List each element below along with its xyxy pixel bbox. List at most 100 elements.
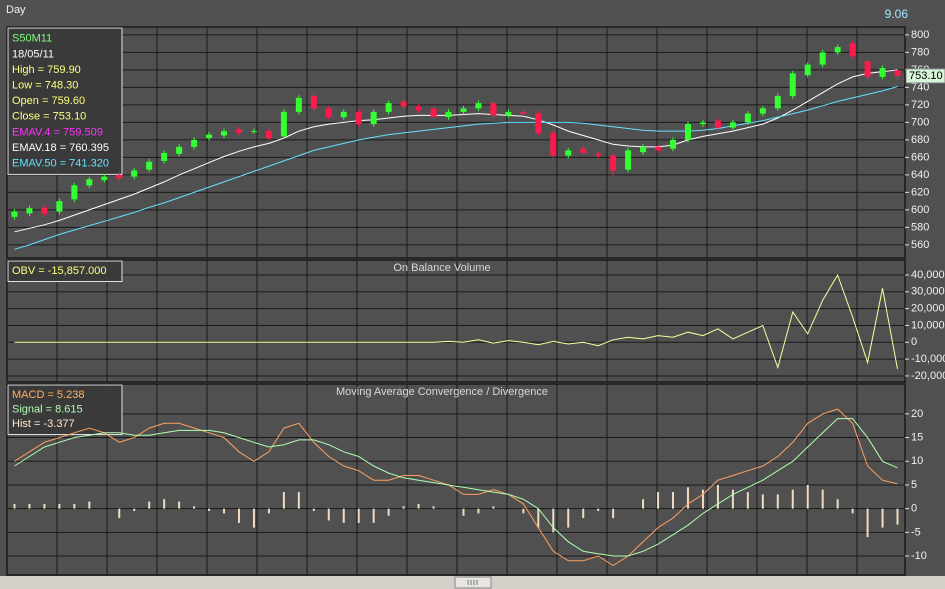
candle-body xyxy=(699,122,706,125)
candle-body xyxy=(370,111,377,125)
legend-entry: Low = 748.30 xyxy=(12,80,78,92)
scroll-thumb[interactable] xyxy=(454,576,492,589)
candle-body xyxy=(580,148,587,153)
legend-entry: OBV = -15,857.000 xyxy=(12,265,106,277)
legend-entry: MACD = 5.238 xyxy=(12,389,84,401)
y-tick-label: 620 xyxy=(911,186,929,198)
panel xyxy=(6,259,906,383)
legend-entry: S50M11 xyxy=(12,33,52,45)
period-label: Day xyxy=(6,4,26,16)
panel-title: Moving Average Convergence / Divergence xyxy=(336,386,548,398)
y-tick-label: 20,000 xyxy=(911,303,945,315)
y-tick-label: -20,000 xyxy=(911,370,945,382)
candle-body xyxy=(56,201,63,212)
candle-body xyxy=(206,134,213,139)
candle-body xyxy=(879,68,886,77)
thumb-grip xyxy=(467,580,478,585)
legend-entry: Hist = -3.377 xyxy=(12,418,75,430)
legend-box xyxy=(7,384,123,435)
candle-body xyxy=(714,120,721,128)
last-price-label: 753.10 xyxy=(909,70,943,82)
y-tick-label: 800 xyxy=(911,29,929,41)
candle-body xyxy=(625,150,632,170)
candle-body xyxy=(415,106,422,111)
candle-body xyxy=(894,70,901,76)
candle-body xyxy=(310,96,317,109)
legend-entry: Close = 753.10 xyxy=(12,111,86,123)
candle-body xyxy=(131,170,138,177)
y-tick-label: 640 xyxy=(911,169,929,181)
candle-body xyxy=(325,108,332,118)
series-line xyxy=(14,86,898,250)
candle-body xyxy=(670,139,677,149)
y-tick-label: 20 xyxy=(911,408,923,420)
legend-entry: EMAV.18 = 760.395 xyxy=(12,142,109,154)
legend-entry: Signal = 8.615 xyxy=(12,404,83,416)
y-tick-label: -5 xyxy=(911,526,921,538)
candle-body xyxy=(355,111,362,125)
candle-body xyxy=(684,124,691,140)
y-tick-label: 15 xyxy=(911,431,923,443)
candle-body xyxy=(385,103,392,112)
series-line xyxy=(14,418,898,557)
y-tick-label: 10,000 xyxy=(911,319,945,331)
candle-body xyxy=(340,111,347,118)
y-tick-label: 700 xyxy=(911,116,929,128)
legend-box xyxy=(7,260,123,282)
candle-body xyxy=(71,185,78,200)
candle-body xyxy=(655,146,662,151)
candle-body xyxy=(11,211,18,217)
candle-body xyxy=(191,139,198,147)
y-tick-label: 720 xyxy=(911,99,929,111)
y-tick-label: 40,000 xyxy=(911,269,945,281)
candle-body xyxy=(550,132,557,156)
candle-body xyxy=(819,52,826,65)
series-line xyxy=(14,69,898,233)
y-tick-label: 10 xyxy=(911,455,923,467)
candle-body xyxy=(520,111,527,114)
legend-entry: 18/05/11 xyxy=(12,48,54,60)
y-tick-label: 560 xyxy=(911,239,929,251)
candle-body xyxy=(864,61,871,77)
candle-body xyxy=(161,153,168,161)
series-line xyxy=(14,273,898,370)
y-tick-label: 30,000 xyxy=(911,286,945,298)
panel xyxy=(6,26,906,259)
candle-body xyxy=(475,103,482,109)
panel-title: On Balance Volume xyxy=(393,262,490,274)
candle-body xyxy=(430,108,437,118)
candle-body xyxy=(176,146,183,154)
candle-body xyxy=(460,108,467,112)
series-line xyxy=(14,408,898,567)
candle-body xyxy=(849,43,856,56)
candle-body xyxy=(265,131,272,139)
candle-body xyxy=(101,176,108,181)
y-tick-label: 660 xyxy=(911,151,929,163)
candle-body xyxy=(595,153,602,156)
candle-body xyxy=(250,131,257,133)
panel xyxy=(6,383,906,576)
candle-body xyxy=(26,208,33,214)
candle-body xyxy=(505,111,512,116)
legend-entry: EMAV.50 = 741.320 xyxy=(12,158,109,170)
y-tick-label: -10 xyxy=(911,550,927,562)
candle-body xyxy=(640,146,647,153)
candle-body xyxy=(280,111,287,137)
y-tick-label: 5 xyxy=(911,479,917,491)
y-tick-label: 0 xyxy=(911,336,917,348)
y-tick-label: 600 xyxy=(911,204,929,216)
legend-box xyxy=(7,27,123,175)
candle-body xyxy=(235,129,242,133)
legend-entry: Open = 759.60 xyxy=(12,95,85,107)
legend-entry: High = 759.90 xyxy=(12,64,81,76)
candle-body xyxy=(41,208,48,214)
candle-body xyxy=(804,64,811,76)
y-tick-label: 740 xyxy=(911,81,929,93)
y-tick-label: 680 xyxy=(911,134,929,146)
candle-body xyxy=(729,122,736,128)
candle-body xyxy=(759,108,766,114)
y-tick-label: 0 xyxy=(911,503,917,515)
candle-body xyxy=(789,73,796,97)
candle-body xyxy=(295,97,302,112)
